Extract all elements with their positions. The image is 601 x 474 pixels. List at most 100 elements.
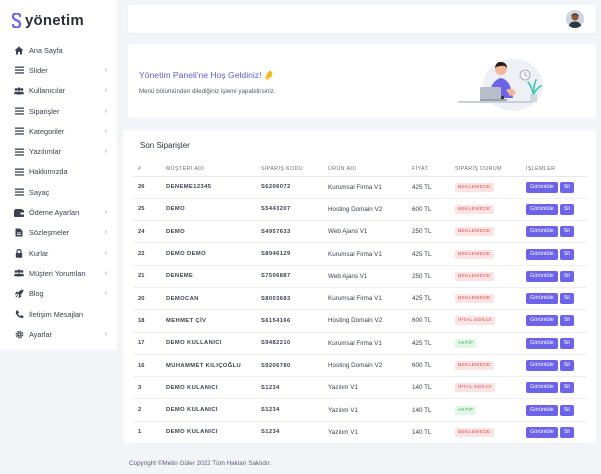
customer-name: MUHAMMET KILIÇOĞLU [161, 354, 256, 378]
view-button[interactable]: Görüntüle [526, 203, 558, 215]
view-button[interactable]: Görüntüle [526, 360, 558, 372]
product-name: Web Ajans V1 [323, 265, 407, 288]
avatar[interactable] [566, 10, 584, 28]
sidebar-item-label: Ayarlar [29, 329, 52, 339]
sidebar-item-blog[interactable]: Blog › [0, 284, 117, 304]
sidebar-item-kategoriler[interactable]: Kategoriler › [0, 121, 117, 141]
customer-name: DEMOCAN [161, 287, 256, 311]
delete-button[interactable]: Sil [559, 270, 574, 282]
table-row: 2 DEMO KULANICI S1234 Yazılım V1 140 TL AKTİF… [133, 398, 587, 422]
order-code: S8946129 [256, 242, 323, 266]
view-button[interactable]: Görüntüle [526, 248, 558, 260]
status-cell: BEKLEMEDE [450, 176, 521, 199]
top-bar [128, 5, 596, 33]
sidebar-item-odeme-ayarlar[interactable]: Ödeme Ayarları › [0, 202, 117, 222]
order-price: 250 TL [407, 265, 450, 288]
view-button[interactable]: Görüntüle [526, 426, 558, 438]
chevron-right-icon: › [104, 66, 107, 74]
sidebar-item-slider[interactable]: Slider › [0, 60, 117, 80]
view-button[interactable]: Görüntüle [526, 181, 558, 193]
delete-button[interactable]: Sil [559, 426, 574, 438]
view-button[interactable]: Görüntüle [526, 404, 558, 416]
actions-cell: Görüntüle Sil [521, 376, 587, 400]
customer-name: DEMO DEMO [161, 242, 256, 266]
list-icon [14, 188, 24, 197]
col-header-product: ÜRÜN ADI [323, 162, 407, 177]
sidebar-item-ayarlar[interactable]: Ayarlar › [0, 324, 117, 344]
sidebar: yönetim Ana Sayfa Slider › Kullanıcılar › Sip… [0, 0, 117, 350]
status-cell: BEKLEMEDE [450, 198, 521, 222]
sidebar-item-ana-sayfa[interactable]: Ana Sayfa [0, 40, 117, 60]
chevron-right-icon: › [104, 107, 107, 115]
brand-logo[interactable]: yönetim [0, 0, 117, 40]
status-cell: BEKLEMEDE [450, 242, 521, 266]
recent-orders-card: Son Siparişler # MÜŞTERİ ADI SİPARİŞ KOD… [123, 130, 596, 445]
product-name: Yazılım V1 [323, 398, 407, 422]
sidebar-item-musteri-yorumlar[interactable]: Müşteri Yorumları › [0, 263, 117, 283]
sidebar-item-kullanclar[interactable]: Kullanıcılar › [0, 81, 117, 101]
sidebar-item-hakkmzda[interactable]: Hakkımızda [0, 162, 117, 182]
product-name: Kurumsal Firma V1 [323, 332, 407, 355]
chevron-right-icon: › [104, 269, 107, 277]
order-id: 1 [133, 421, 161, 445]
customer-name: DEMO KULANICI [161, 376, 256, 400]
col-header-price: FİYAT [407, 162, 450, 177]
chevron-right-icon: › [104, 229, 107, 237]
order-code: S6206072 [256, 176, 323, 199]
delete-button[interactable]: Sil [559, 404, 574, 416]
sidebar-item-sozlesmeler[interactable]: Sözleşmeler › [0, 223, 117, 243]
wallet-icon [14, 208, 24, 217]
sidebar-item-label: Müşteri Yorumları [29, 268, 86, 278]
view-button[interactable]: Görüntüle [526, 337, 558, 349]
status-cell: BEKLEMEDE [450, 265, 521, 288]
order-price: 140 TL [407, 398, 450, 422]
order-price: 140 TL [407, 376, 450, 400]
view-button[interactable]: Görüntüle [526, 293, 558, 305]
sidebar-item-label: Hakkımızda [29, 167, 68, 177]
actions-cell: Görüntüle Sil [521, 421, 587, 445]
table-row: 1 DEMO KULANICI S1234 Yazılım V1 140 TL BEKLE… [133, 421, 587, 445]
actions-cell: Görüntüle Sil [521, 220, 587, 244]
sidebar-item-siparisler[interactable]: Siparişler › [0, 101, 117, 121]
delete-button[interactable]: Sil [559, 203, 574, 215]
view-button[interactable]: Görüntüle [526, 226, 558, 238]
view-button[interactable]: Görüntüle [526, 270, 558, 282]
delete-button[interactable]: Sil [559, 360, 574, 372]
actions-cell: Görüntüle Sil [521, 398, 587, 422]
customer-name: DEMO KULANICI [161, 398, 256, 422]
view-button[interactable]: Görüntüle [526, 382, 558, 394]
status-badge: BEKLEMEDE [455, 271, 494, 281]
sidebar-item-label: Slider [29, 65, 48, 75]
order-price: 140 TL [407, 421, 450, 445]
status-cell: BEKLEMEDE [450, 354, 521, 378]
list-icon [14, 147, 24, 156]
delete-button[interactable]: Sil [559, 248, 574, 260]
sidebar-item-iletisim-mesajlar[interactable]: İletişim Mesajları [0, 304, 117, 324]
table-row: 26 DENEME12345 S6206072 Kurumsal Firma V1 42… [133, 176, 587, 199]
actions-cell: Görüntüle Sil [521, 309, 587, 333]
delete-button[interactable]: Sil [559, 181, 574, 193]
delete-button[interactable]: Sil [559, 226, 574, 238]
orders-title: Son Siparişler [140, 141, 190, 150]
actions-cell: Görüntüle Sil [521, 242, 587, 266]
sidebar-item-yazlmlar[interactable]: Yazılımlar › [0, 141, 117, 161]
sidebar-item-label: Sayaç [29, 187, 50, 197]
sidebar-item-sayac[interactable]: Sayaç [0, 182, 117, 202]
welcome-card: Yönetim Paneli'ne Hoş Geldiniz! 🤌 Menü b… [128, 44, 596, 118]
status-cell: AKTİF [450, 398, 521, 422]
view-button[interactable]: Görüntüle [526, 315, 558, 327]
status-cell: İPTAL EDİLDİ [450, 376, 521, 400]
sidebar-item-label: Sözleşmeler [29, 228, 70, 238]
status-badge: BEKLEMEDE [455, 361, 494, 371]
delete-button[interactable]: Sil [559, 337, 574, 349]
delete-button[interactable]: Sil [559, 293, 574, 305]
delete-button[interactable]: Sil [559, 315, 574, 327]
order-price: 600 TL [407, 309, 450, 333]
users-icon [14, 269, 24, 278]
list-icon [14, 167, 24, 176]
order-code: S7506887 [256, 265, 323, 288]
order-code: S6154166 [256, 309, 323, 333]
delete-button[interactable]: Sil [559, 382, 574, 394]
logo-icon [12, 12, 21, 28]
sidebar-item-kurlar[interactable]: Kurlar › [0, 243, 117, 263]
